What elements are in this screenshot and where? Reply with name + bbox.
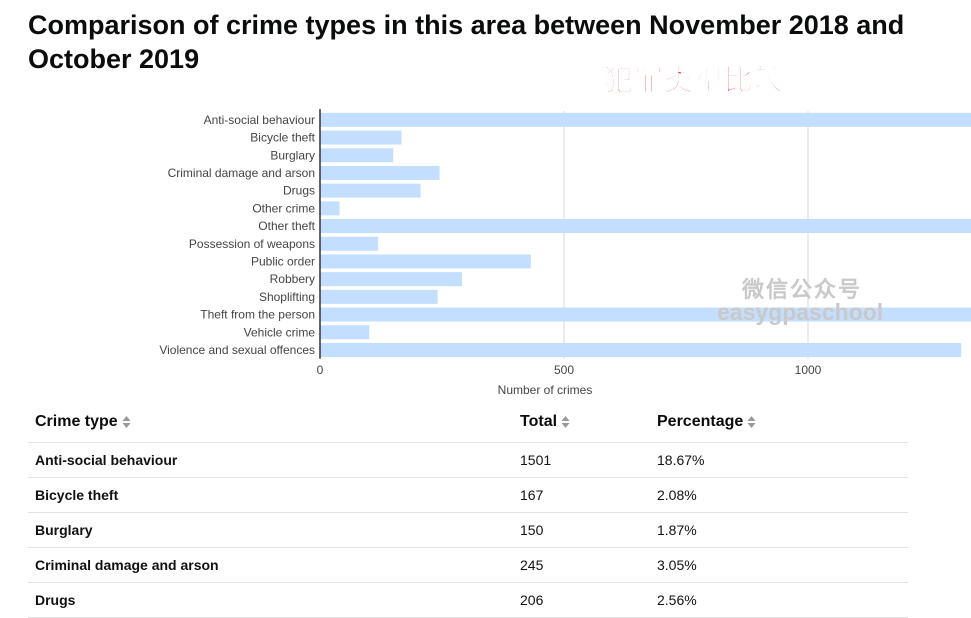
cell-total: 1501: [513, 442, 650, 478]
header-percentage[interactable]: Percentage: [650, 402, 908, 443]
cell-crime-type: Bicycle theft: [28, 477, 513, 513]
bar: [320, 183, 421, 198]
table-row: Burglary 150 1.87%: [28, 512, 908, 548]
table-row: Drugs 206 2.56%: [28, 582, 908, 618]
header-crime-type[interactable]: Crime type: [28, 402, 513, 443]
category-label: Other crime: [252, 201, 315, 215]
overlay-caption: 犯罪类型比较: [603, 63, 785, 98]
bar: [320, 272, 463, 287]
tick-label: 1000: [795, 363, 822, 377]
bar: [320, 307, 971, 322]
header-label: Total: [520, 413, 558, 430]
sort-icon: [561, 415, 570, 428]
category-label: Robbery: [270, 272, 315, 286]
cell-crime-type: Drugs: [28, 582, 513, 618]
category-label: Other theft: [258, 219, 315, 233]
category-label: Bicycle theft: [250, 131, 315, 145]
bar: [320, 130, 402, 145]
header-label: Percentage: [657, 413, 744, 430]
category-label: Shoplifting: [259, 290, 315, 304]
header-total[interactable]: Total: [513, 402, 650, 443]
bar: [320, 201, 340, 216]
category-label: Drugs: [283, 184, 315, 198]
bar: [320, 219, 971, 234]
cell-crime-type: Criminal damage and arson: [28, 547, 513, 583]
bar: [320, 342, 962, 357]
table-row: Bicycle theft 167 2.08%: [28, 477, 908, 513]
cell-total: 206: [513, 582, 650, 618]
cell-percentage: 2.08%: [650, 477, 908, 513]
cell-percentage: 18.67%: [650, 442, 908, 478]
bar: [320, 236, 379, 251]
cell-total: 167: [513, 477, 650, 513]
cell-percentage: 2.56%: [650, 582, 908, 618]
cell-crime-type: Burglary: [28, 512, 513, 548]
bar: [320, 254, 531, 269]
category-label: Violence and sexual offences: [159, 343, 315, 357]
category-label: Burglary: [270, 148, 315, 162]
cell-total: 245: [513, 547, 650, 583]
watermark-cn: 微信公众号: [742, 278, 863, 303]
category-label: Vehicle crime: [244, 325, 316, 339]
bar: [320, 325, 370, 340]
category-label: Possession of weapons: [189, 237, 315, 251]
cell-crime-type: Anti-social behaviour: [28, 442, 513, 478]
cell-percentage: 3.05%: [650, 547, 908, 583]
tick-label: 0: [317, 363, 324, 377]
page-title: Comparison of crime types in this area b…: [28, 10, 905, 74]
cell-percentage: 1.87%: [650, 512, 908, 548]
category-label: Theft from the person: [200, 308, 315, 322]
table-row: Anti-social behaviour 1501 18.67%: [28, 442, 908, 478]
category-label: Criminal damage and arson: [168, 166, 315, 180]
bar: [320, 289, 438, 304]
cell-total: 150: [513, 512, 650, 548]
crime-table: Crime type Total Percentage Anti-social …: [28, 402, 908, 618]
watermark-en: easygpaschool: [717, 299, 884, 325]
x-axis-label: Number of crimes: [498, 383, 593, 397]
bar: [320, 148, 394, 163]
bar-chart: Anti-social behaviour Bicycle theft Burgla…: [159, 109, 971, 397]
table-row: Criminal damage and arson 245 3.05%: [28, 547, 908, 583]
sort-icon: [122, 415, 131, 428]
tick-label: 500: [554, 363, 574, 377]
category-label: Public order: [251, 254, 315, 268]
header-label: Crime type: [35, 413, 118, 430]
category-label: Anti-social behaviour: [204, 113, 315, 127]
table-header-row: Crime type Total Percentage: [28, 402, 908, 443]
bar: [320, 112, 971, 127]
sort-icon: [747, 415, 756, 428]
bar: [320, 165, 440, 180]
